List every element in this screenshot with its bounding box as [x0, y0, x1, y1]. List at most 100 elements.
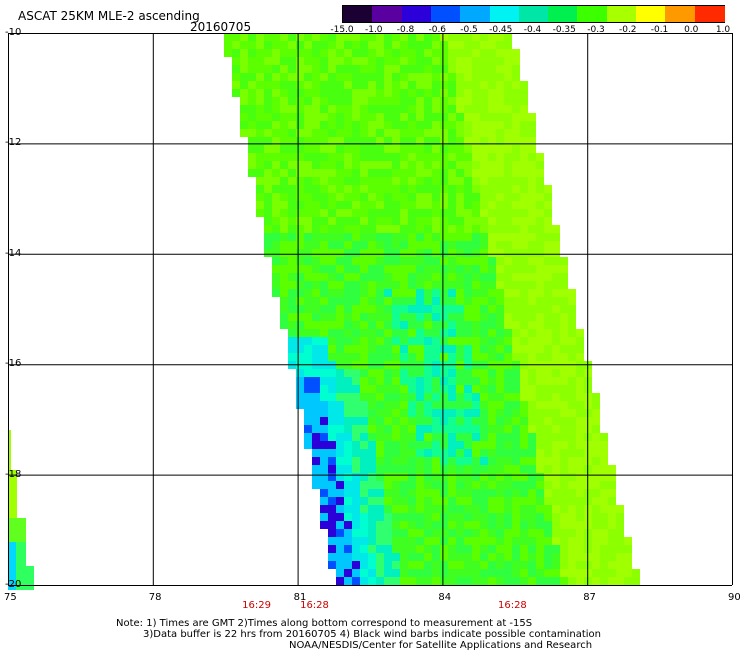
swath-cell	[352, 337, 360, 345]
swath-cell	[608, 521, 616, 529]
swath-cell	[512, 305, 520, 313]
swath-cell	[496, 441, 504, 449]
swath-cell	[400, 57, 408, 65]
swath-cell	[488, 81, 496, 89]
swath-cell	[264, 193, 272, 201]
swath-cell	[448, 353, 456, 361]
swath-cell	[456, 545, 464, 553]
swath-cell	[432, 457, 440, 465]
swath-cell	[464, 545, 472, 553]
swath-cell	[312, 457, 320, 465]
swath-cell	[528, 161, 536, 169]
swath-cell	[368, 529, 376, 537]
swath-cell	[416, 201, 424, 209]
swath-cell	[456, 353, 464, 361]
swath-cell	[312, 89, 320, 97]
swath-cell	[296, 177, 304, 185]
swath-cell	[504, 497, 512, 505]
swath-cell	[496, 281, 504, 289]
swath-cell	[264, 41, 272, 49]
swath-cell	[8, 550, 16, 558]
swath-cell	[528, 457, 536, 465]
swath-cell	[568, 305, 576, 313]
swath-cell	[440, 569, 448, 577]
colorbar-label: 0.0	[684, 25, 699, 35]
swath-cell	[552, 481, 560, 489]
swath-cell	[480, 313, 488, 321]
swath-cell	[328, 473, 336, 481]
swath-cell	[408, 89, 416, 97]
swath-cell	[8, 494, 16, 502]
swath-cell	[408, 185, 416, 193]
swath-cell	[512, 57, 520, 65]
swath-cell	[576, 433, 584, 441]
swath-cell	[464, 329, 472, 337]
swath-cell	[440, 145, 448, 153]
swath-cell	[504, 529, 512, 537]
swath-cell	[504, 441, 512, 449]
swath-cell	[552, 577, 560, 585]
swath-cell	[376, 121, 384, 129]
swath-cell	[600, 473, 608, 481]
swath-cell	[272, 257, 280, 265]
swath-cell	[464, 353, 472, 361]
swath-cell	[384, 265, 392, 273]
swath-cell	[312, 225, 320, 233]
swath-cell	[328, 73, 336, 81]
swath-cell	[352, 129, 360, 137]
swath-cell	[456, 129, 464, 137]
swath-cell	[464, 73, 472, 81]
swath-cell	[464, 153, 472, 161]
swath-cell	[280, 49, 288, 57]
swath-cell	[576, 377, 584, 385]
swath-cell	[320, 161, 328, 169]
swath-cell	[352, 377, 360, 385]
swath-cell	[336, 201, 344, 209]
swath-cell	[544, 321, 552, 329]
swath-cell	[456, 201, 464, 209]
swath-cell	[424, 169, 432, 177]
swath-cell	[424, 353, 432, 361]
swath-cell	[536, 561, 544, 569]
swath-cell	[504, 65, 512, 73]
swath-cell	[384, 129, 392, 137]
swath-cell	[488, 121, 496, 129]
swath-cell	[536, 529, 544, 537]
swath-cell	[472, 137, 480, 145]
swath-cell	[472, 377, 480, 385]
swath-cell	[480, 505, 488, 513]
swath-cell	[368, 537, 376, 545]
swath-cell	[304, 81, 312, 89]
swath-cell	[496, 145, 504, 153]
swath-cell	[480, 105, 488, 113]
swath-cell	[408, 169, 416, 177]
swath-cell	[320, 233, 328, 241]
swath-cell	[304, 225, 312, 233]
swath-cell	[544, 497, 552, 505]
swath-cell	[344, 353, 352, 361]
swath-cell	[536, 193, 544, 201]
swath-cell	[432, 377, 440, 385]
swath-cell	[472, 353, 480, 361]
swath-cell	[328, 337, 336, 345]
swath-cell	[448, 401, 456, 409]
swath-cell	[520, 177, 528, 185]
swath-cell	[312, 377, 320, 385]
swath-cell	[464, 433, 472, 441]
swath-cell	[424, 401, 432, 409]
swath-cell	[504, 241, 512, 249]
swath-cell	[536, 377, 544, 385]
swath-cell	[344, 57, 352, 65]
swath-cell	[552, 521, 560, 529]
swath-cell	[472, 97, 480, 105]
swath-cell	[352, 345, 360, 353]
swath-cell	[400, 113, 408, 121]
swath-cell	[336, 505, 344, 513]
swath-cell	[352, 545, 360, 553]
swath-cell	[488, 481, 496, 489]
swath-cell	[560, 417, 568, 425]
swath-cell	[568, 553, 576, 561]
swath-cell	[392, 129, 400, 137]
swath-cell	[520, 481, 528, 489]
